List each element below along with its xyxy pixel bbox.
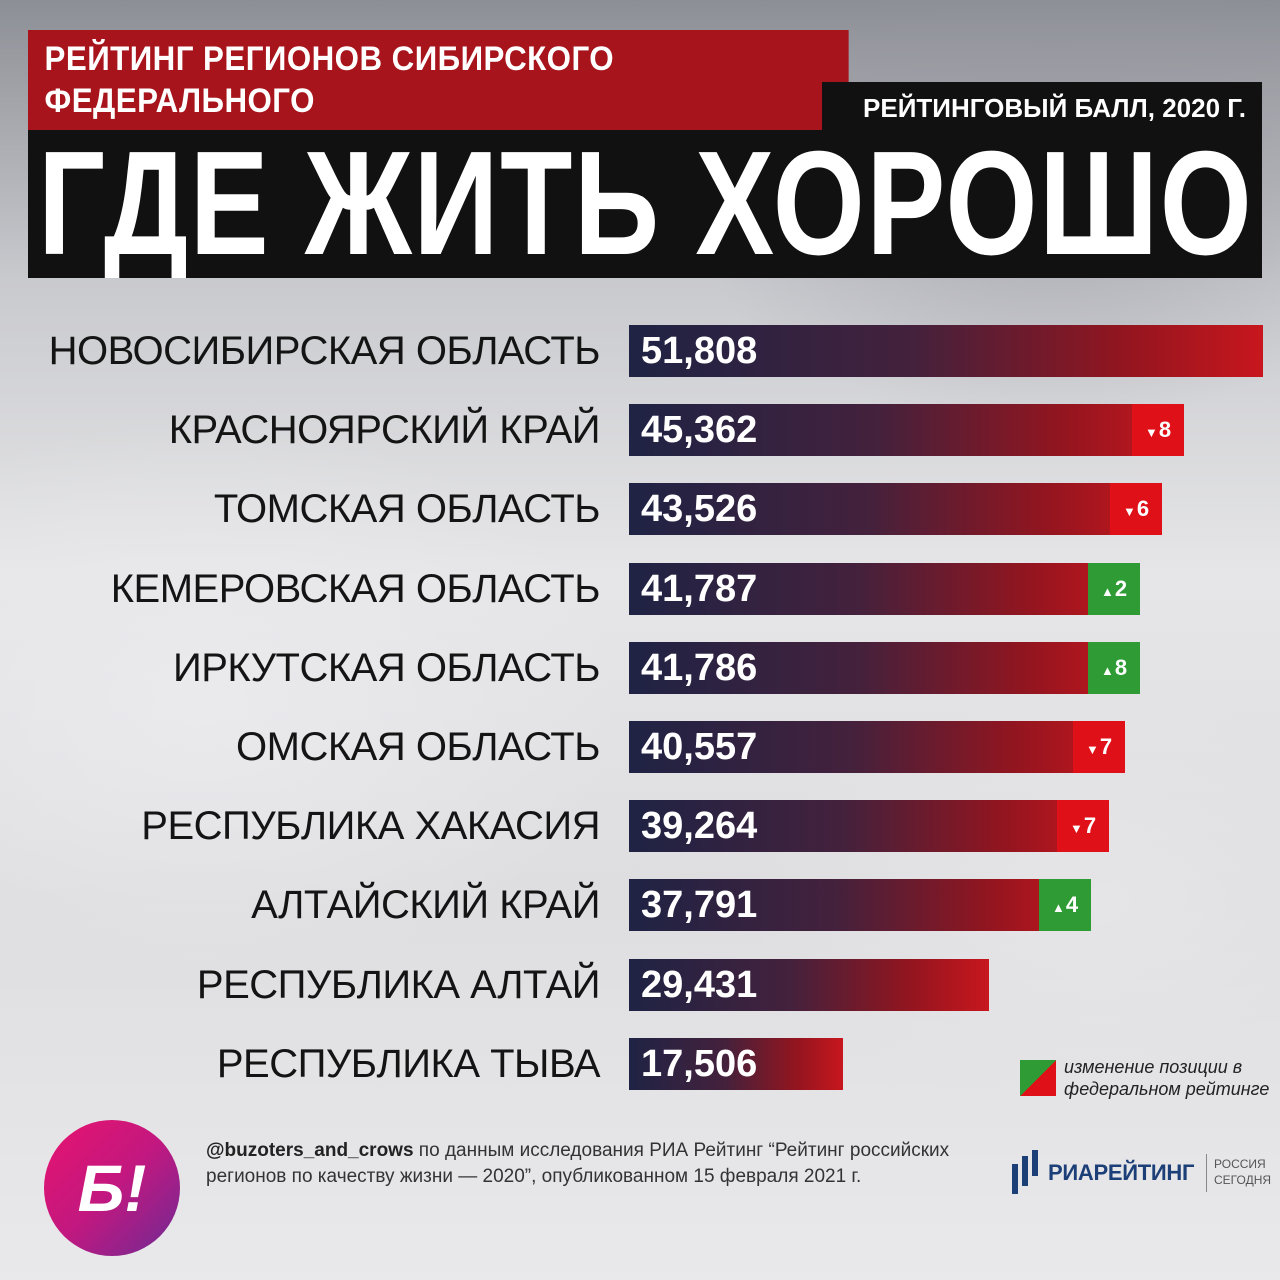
region-label: ТОМСКАЯ ОБЛАСТЬ xyxy=(213,487,601,531)
ria-rating-brand: РИАРЕЙТИНГ xyxy=(1048,1160,1195,1185)
triangle-down-icon: ▼ xyxy=(1122,504,1136,519)
bar xyxy=(629,721,1125,773)
position-change-badge: ▼8 xyxy=(1132,404,1184,456)
position-change-value: 7 xyxy=(1099,734,1113,759)
bar xyxy=(629,483,1162,535)
region-label: ИРКУТСКАЯ ОБЛАСТЬ xyxy=(172,646,601,690)
logo-text: Б! xyxy=(77,1151,147,1225)
ria-rating-logo-icon xyxy=(1012,1150,1038,1194)
bar-value-label: 41,787 xyxy=(641,568,758,610)
bar xyxy=(629,1038,843,1090)
triangle-down-icon: ▼ xyxy=(1085,742,1099,757)
bar-value-label: 17,506 xyxy=(641,1043,758,1085)
bar-value-label: 29,431 xyxy=(641,964,758,1006)
position-change-badge: ▼6 xyxy=(1110,483,1162,535)
bar-value-label: 39,264 xyxy=(641,805,758,847)
triangle-up-icon: ▲ xyxy=(1100,663,1114,678)
bar xyxy=(629,325,1263,377)
triangle-up-icon: ▲ xyxy=(1100,584,1114,599)
region-label: АЛТАЙСКИЙ КРАЙ xyxy=(251,883,600,927)
triangle-down-icon: ▼ xyxy=(1144,425,1158,440)
position-change-badge: ▲8 xyxy=(1088,642,1140,694)
position-change-badge: ▼7 xyxy=(1057,800,1109,852)
bar-value-label: 43,526 xyxy=(641,488,758,530)
bar xyxy=(629,404,1184,456)
position-change-value: 8 xyxy=(1114,655,1128,680)
triangle-down-icon: ▼ xyxy=(1069,821,1083,836)
bar-value-label: 40,557 xyxy=(641,726,758,768)
position-change-badge: ▼7 xyxy=(1073,721,1125,773)
source-handle: @buzoters_and_crows xyxy=(206,1140,414,1161)
score-column-header: РЕЙТИНГОВЫЙ БАЛЛ, 2020 Г. xyxy=(822,82,1262,134)
bar-value-label: 41,786 xyxy=(641,647,758,689)
bar-value-label: 45,362 xyxy=(641,409,758,451)
ria-separator xyxy=(1206,1154,1207,1192)
source-note: @buzoters_and_crows по данным исследован… xyxy=(206,1138,976,1190)
bar-value-label: 37,791 xyxy=(641,884,758,926)
triangle-up-icon: ▲ xyxy=(1051,900,1065,915)
buzoters-logo-icon xyxy=(44,1120,180,1256)
ria-subbrand: РОССИЯ СЕГОДНЯ xyxy=(1214,1157,1272,1187)
position-change-value: 6 xyxy=(1136,496,1150,521)
position-change-badge: ▲2 xyxy=(1088,563,1140,615)
region-label: НОВОСИБИРСКАЯ ОБЛАСТЬ xyxy=(48,329,601,373)
source-description: по данным исследования РИА Рейтинг “Рейт… xyxy=(206,1140,950,1187)
bar xyxy=(629,959,989,1011)
bar xyxy=(629,800,1109,852)
region-label: РЕСПУБЛИКА ХАКАСИЯ xyxy=(141,804,600,848)
position-change-value: 4 xyxy=(1065,892,1079,917)
bar xyxy=(629,879,1091,931)
bar xyxy=(629,563,1140,615)
position-change-badge: ▲4 xyxy=(1039,879,1091,931)
position-change-value: 2 xyxy=(1114,576,1128,601)
legend-swatch xyxy=(1020,1060,1056,1096)
headline-box: ГДЕ ЖИТЬ ХОРОШО xyxy=(28,130,1262,278)
legend-text: изменение позиции в федеральном рейтинге xyxy=(1064,1057,1270,1099)
bar-value-label: 51,808 xyxy=(641,330,758,372)
position-change-value: 8 xyxy=(1158,417,1172,442)
bar xyxy=(629,642,1140,694)
region-label: РЕСПУБЛИКА АЛТАЙ xyxy=(196,963,601,1007)
region-label: ОМСКАЯ ОБЛАСТЬ xyxy=(236,725,600,769)
region-label: КЕМЕРОВСКАЯ ОБЛАСТЬ xyxy=(110,567,601,611)
region-label: РЕСПУБЛИКА ТЫВА xyxy=(216,1042,601,1086)
region-label: КРАСНОЯРСКИЙ КРАЙ xyxy=(168,408,601,452)
position-change-value: 7 xyxy=(1083,813,1097,838)
